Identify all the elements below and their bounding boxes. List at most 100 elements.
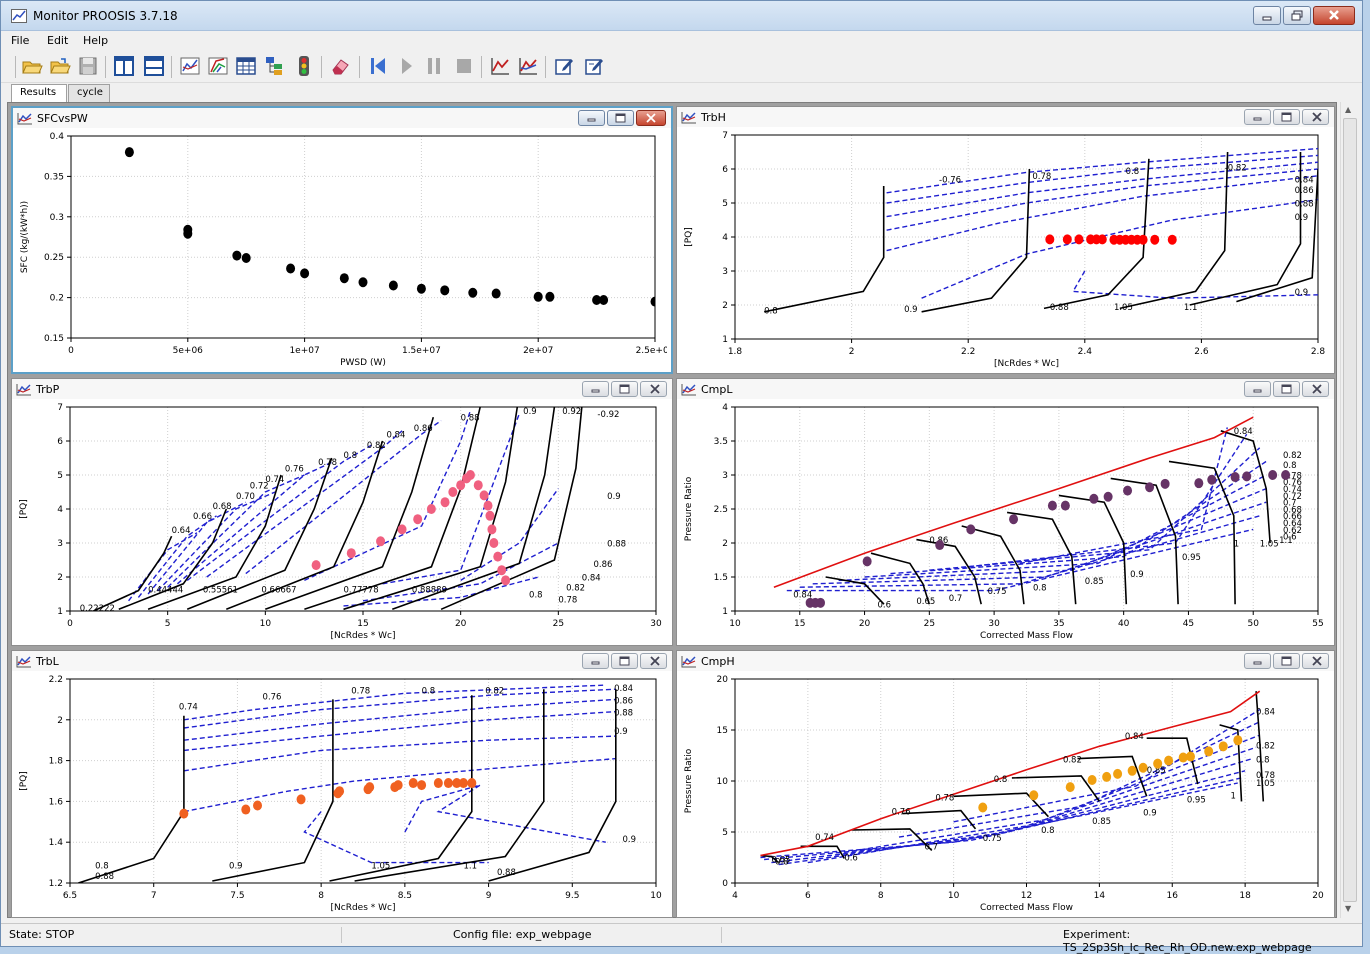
- chart-window-sfcvspw[interactable]: SFCvsPW 0 5e+06 1e+07 1.5e+07 2e+07 2.5e+07 0.1…: [11, 106, 673, 374]
- chart-window-titlebar[interactable]: TrbH: [677, 107, 1334, 127]
- minimize-button[interactable]: [1253, 6, 1281, 25]
- chart-close-button[interactable]: [1302, 381, 1329, 397]
- workspace-scrollbar[interactable]: ▲ ▼: [1340, 102, 1358, 918]
- layout-vertical-icon[interactable]: [113, 55, 135, 77]
- contour-label: 0.9: [229, 862, 243, 872]
- chart-window-trbh[interactable]: TrbH 1.8 2 2.2 2.4 2.6 2.8 1 2 3 4 5 6 7 [NcRdes * Wc]…: [676, 106, 1335, 374]
- chart-minimize-button[interactable]: [1244, 653, 1271, 669]
- chart-close-button[interactable]: [640, 381, 667, 397]
- scroll-down-icon[interactable]: ▼: [1345, 904, 1352, 913]
- chart-maximize-button[interactable]: [607, 110, 634, 126]
- y-tick-label: 0.35: [44, 172, 64, 182]
- chart-window-cmpl[interactable]: CmpL 10 15 20 25 30 35 40 45 50 55 1 1.5 2 2.5 3 3.5 4 Cor…: [676, 378, 1335, 646]
- plot-icon[interactable]: [179, 55, 201, 77]
- efficiency-contour-line: [128, 532, 198, 602]
- efficiency-contour-line: [838, 487, 1267, 582]
- line-chart-alt-icon[interactable]: [517, 55, 539, 77]
- efficiency-contour-line: [167, 474, 305, 588]
- chart-close-button[interactable]: [1302, 653, 1329, 669]
- contour-label: 0.84: [1256, 708, 1275, 718]
- chart-maximize-button[interactable]: [1273, 381, 1300, 397]
- data-point: [1060, 500, 1070, 511]
- menu-edit[interactable]: Edit: [47, 34, 69, 47]
- chart-maximize-button[interactable]: [611, 653, 638, 669]
- tab-results[interactable]: Results: [11, 84, 67, 103]
- y-tick-label: 4: [722, 403, 728, 413]
- contour-label: 0.78: [1256, 771, 1275, 781]
- chart-window-cmph[interactable]: CmpH 4 6 8 10 12 14 16 18 20 0 5 10 15 20 Corrected Mas…: [676, 650, 1335, 918]
- chart-minimize-button[interactable]: [1244, 109, 1271, 125]
- stop-icon[interactable]: [453, 55, 475, 77]
- menu-file[interactable]: File: [11, 34, 30, 47]
- chart-window-titlebar[interactable]: TrbL: [12, 651, 672, 671]
- y-axis-label: [PQ]: [19, 499, 29, 519]
- data-point: [1138, 762, 1148, 773]
- chart-plot-trbl: 6.5 7 7.5 8 8.5 9 9.5 10 1.2 1.4 1.6 1.8 2 2.2 [NcRdes…: [19, 675, 662, 913]
- chart-minimize-button[interactable]: [582, 653, 609, 669]
- scroll-up-icon[interactable]: ▲: [1345, 105, 1352, 114]
- eraser-icon[interactable]: [329, 55, 351, 77]
- data-point: [440, 497, 450, 508]
- data-point: [473, 480, 483, 491]
- pause-icon[interactable]: [423, 55, 445, 77]
- map-plot-icon[interactable]: [207, 55, 229, 77]
- play-icon[interactable]: [395, 55, 417, 77]
- contour-label: 0.88: [1295, 199, 1314, 209]
- chart-window-titlebar[interactable]: CmpL: [677, 379, 1334, 399]
- save-icon[interactable]: [77, 55, 99, 77]
- y-tick-label: 7: [57, 403, 63, 413]
- chart-maximize-button[interactable]: [1273, 653, 1300, 669]
- close-button[interactable]: [1313, 6, 1355, 25]
- chart-close-button[interactable]: [1302, 109, 1329, 125]
- contour-label: 0.82: [367, 441, 386, 451]
- chart-minimize-button[interactable]: [1244, 381, 1271, 397]
- chart-window-trbl[interactable]: TrbL 6.5 7 7.5 8 8.5 9 9.5 10 1.2 1.4 1.6 1.8 2 2.2 [Nc…: [11, 650, 673, 918]
- tab-cycle[interactable]: cycle: [68, 84, 110, 102]
- chart-window-trbp[interactable]: TrbP 0 5 10 15 20 25 30 1 2 3 4 5 6 7 [NcRdes * Wc] [PQ]…: [11, 378, 673, 646]
- chart-plot-trbh: 1.8 2 2.2 2.4 2.6 2.8 1 2 3 4 5 6 7 [NcRdes * Wc] [PQ]…: [684, 131, 1325, 369]
- chart-window-titlebar[interactable]: CmpH: [677, 651, 1334, 671]
- x-axis-label: Corrected Mass Flow: [980, 631, 1073, 641]
- x-tick-label: 10: [948, 891, 960, 901]
- data-point: [1153, 758, 1163, 769]
- contour-label: 0.92: [562, 407, 581, 417]
- contour-label: 0.22222: [80, 604, 115, 614]
- plot-area: 0.80.650.740.760.780.80.820.840.840.820.…: [760, 690, 1275, 868]
- speed-line: [825, 576, 885, 605]
- chart-window-titlebar[interactable]: TrbP: [12, 379, 672, 399]
- chart-minimize-button[interactable]: [578, 110, 605, 126]
- efficiency-contour-line: [886, 168, 1318, 231]
- chart-window-title: CmpL: [701, 383, 733, 396]
- layout-horizontal-icon[interactable]: [143, 55, 165, 77]
- edit-icon[interactable]: [553, 55, 575, 77]
- traffic-light-icon[interactable]: [293, 55, 315, 77]
- speed-line: [1189, 152, 1302, 306]
- contour-label: 0.7: [1283, 499, 1297, 509]
- data-point: [440, 285, 450, 296]
- chart-close-button[interactable]: [636, 110, 666, 126]
- restore-button[interactable]: [1283, 6, 1311, 25]
- chart-minimize-button[interactable]: [582, 381, 609, 397]
- rewind-icon[interactable]: [367, 55, 389, 77]
- surge-line: [773, 416, 1254, 588]
- scroll-thumb[interactable]: [1343, 118, 1357, 902]
- open-folder-alt-icon[interactable]: [49, 55, 71, 77]
- mdi-workspace: SFCvsPW 0 5e+06 1e+07 1.5e+07 2e+07 2.5e+07 0.1…: [7, 102, 1337, 918]
- edit-alt-icon[interactable]: [583, 55, 605, 77]
- chart-maximize-button[interactable]: [611, 381, 638, 397]
- line-chart-icon[interactable]: [489, 55, 511, 77]
- data-point: [286, 263, 296, 274]
- chart-close-button[interactable]: [640, 653, 667, 669]
- speed-line: [265, 416, 435, 611]
- open-folder-icon[interactable]: [21, 55, 43, 77]
- tree-icon[interactable]: [263, 55, 285, 77]
- data-point: [491, 288, 501, 299]
- contour-label: 0.8: [95, 862, 109, 872]
- menu-help[interactable]: Help: [83, 34, 109, 47]
- x-tick-label: 10: [650, 891, 662, 901]
- chart-maximize-button[interactable]: [1273, 109, 1300, 125]
- x-tick-label: 20: [859, 619, 871, 629]
- efficiency-contour-line: [886, 147, 1318, 194]
- table-icon[interactable]: [235, 55, 257, 77]
- chart-window-titlebar[interactable]: SFCvsPW: [13, 108, 671, 128]
